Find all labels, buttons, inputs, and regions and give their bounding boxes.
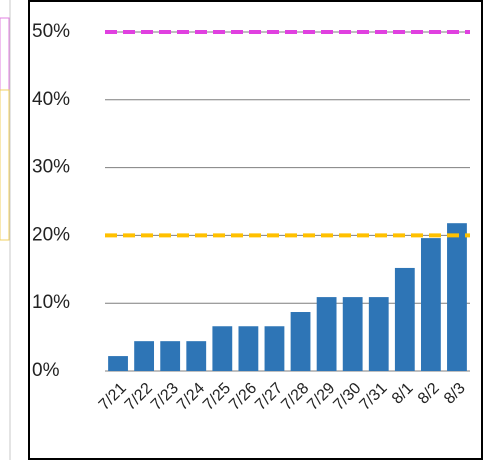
bar [134,341,155,371]
y-tick-label: 0% [32,360,60,381]
bar [342,297,363,371]
bar [368,297,389,371]
bar [394,267,415,371]
bar [238,326,259,371]
y-tick-label: 10% [32,292,70,313]
bar [290,312,311,371]
y-tick-label: 30% [32,157,70,178]
left-panel-fragment [0,0,11,460]
bar [264,326,285,371]
y-tick-label: 20% [32,224,70,245]
bar [316,297,337,371]
bar [420,238,441,371]
bar [108,356,128,371]
bar [160,341,181,371]
y-tick-label: 40% [32,89,70,110]
bar [447,223,467,371]
chart-frame [28,0,483,460]
bar [186,341,207,371]
bar [212,326,233,371]
y-tick-label: 50% [32,21,70,42]
